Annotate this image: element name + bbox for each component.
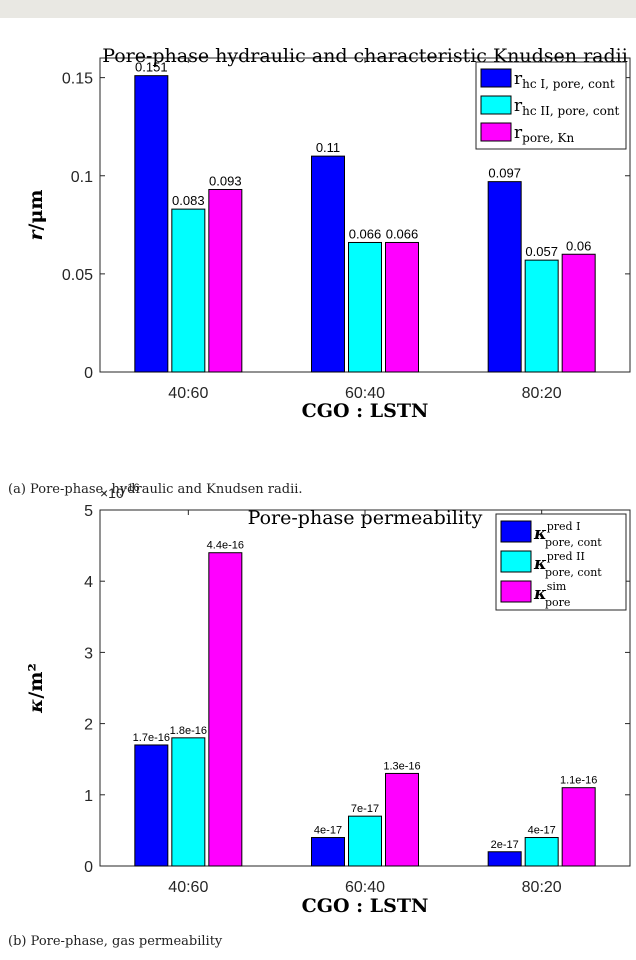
legend-label-sub: pore, cont <box>545 536 602 549</box>
data-label: 7e-17 <box>351 803 379 815</box>
y-axis-label: r/μm <box>25 190 47 241</box>
x-tick-label: 40:60 <box>168 879 208 896</box>
bar <box>561 787 596 867</box>
chart-radii: Pore-phase hydraulic and characteristic … <box>25 45 631 422</box>
y-tick-label: 4 <box>84 574 93 591</box>
y-scale-label: ×10-16 <box>100 482 140 501</box>
chart-permeability: Pore-phase permeability 0 1 2 3 4 5 ×10-16 κ/m² C… <box>25 482 631 917</box>
legend-swatch <box>500 550 532 573</box>
legend-swatch <box>480 122 512 142</box>
x-tick-label: 80:20 <box>522 385 562 402</box>
bar <box>385 772 419 867</box>
y-tick-label: 0 <box>84 859 93 876</box>
x-tick-label: 80:20 <box>522 879 562 896</box>
legend-label: κpred I <box>533 520 580 544</box>
bar <box>524 837 559 867</box>
bar <box>524 259 559 373</box>
legend-label: κsim <box>533 580 567 604</box>
data-label: 4e-17 <box>314 825 342 837</box>
data-label: 1.3e-16 <box>383 760 420 772</box>
y-tick-label: 0.1 <box>71 169 93 186</box>
caption-a: (a) Pore-phase, hydraulic and Knudsen ra… <box>8 482 303 497</box>
caption-b: (b) Pore-phase, gas permeability <box>8 934 223 949</box>
y-tick-label: 2 <box>84 717 93 734</box>
legend-label-sub: pore, cont <box>545 566 602 579</box>
data-label: 0.057 <box>525 244 558 259</box>
y-tick-label: 5 <box>84 503 93 520</box>
bar <box>171 208 206 373</box>
bar <box>348 815 382 867</box>
y-tick-label: 0.15 <box>62 71 93 88</box>
data-label: 0.11 <box>316 140 340 155</box>
bar <box>208 188 243 373</box>
bar <box>487 851 522 867</box>
legend-label: rpore, Kn <box>514 123 574 145</box>
data-label: 0.093 <box>209 173 242 188</box>
data-label: 0.151 <box>135 60 168 75</box>
y-tick-label: 1 <box>84 788 93 805</box>
bar <box>487 181 522 373</box>
y-tick-label: 0 <box>84 365 93 382</box>
legend-swatch <box>500 580 532 603</box>
bar <box>561 253 596 373</box>
chart-title: Pore-phase permeability <box>248 507 483 529</box>
data-label: 0.066 <box>349 226 382 241</box>
data-label: 4.4e-16 <box>207 540 244 552</box>
top-bar <box>0 0 636 18</box>
legend-label: rhc I, pore, cont <box>514 69 615 91</box>
bar <box>134 75 169 373</box>
data-label: 1.1e-16 <box>560 775 597 787</box>
legend-swatch <box>480 68 512 88</box>
data-label: 1.8e-16 <box>170 725 207 737</box>
bar <box>208 552 243 867</box>
data-label: 0.066 <box>386 226 419 241</box>
data-label: 1.7e-16 <box>133 732 170 744</box>
bar <box>385 241 419 373</box>
legend-label-sub: pore <box>545 596 570 609</box>
data-label: 4e-17 <box>528 825 556 837</box>
data-label: 0.06 <box>566 238 591 253</box>
bar <box>311 837 345 867</box>
x-tick-label: 60:40 <box>345 385 385 402</box>
y-tick-label: 3 <box>84 645 93 662</box>
legend-swatch <box>500 520 532 543</box>
data-label: 0.097 <box>488 166 521 181</box>
data-label: 0.083 <box>172 193 205 208</box>
legend-label: rhc II, pore, cont <box>514 96 620 118</box>
x-tick-label: 40:60 <box>168 385 208 402</box>
data-label: 2e-17 <box>491 839 519 851</box>
y-axis-label: κ/m² <box>25 663 47 714</box>
x-axis-label: CGO : LSTN <box>302 895 429 917</box>
x-tick-label: 60:40 <box>345 879 385 896</box>
legend-label: κpred II <box>533 550 585 574</box>
bar <box>134 744 169 867</box>
legend-swatch <box>480 95 512 115</box>
bar <box>171 737 206 867</box>
bar <box>348 241 382 373</box>
bar <box>311 155 345 373</box>
y-tick-label: 0.05 <box>62 267 93 284</box>
x-axis-label: CGO : LSTN <box>302 400 429 422</box>
